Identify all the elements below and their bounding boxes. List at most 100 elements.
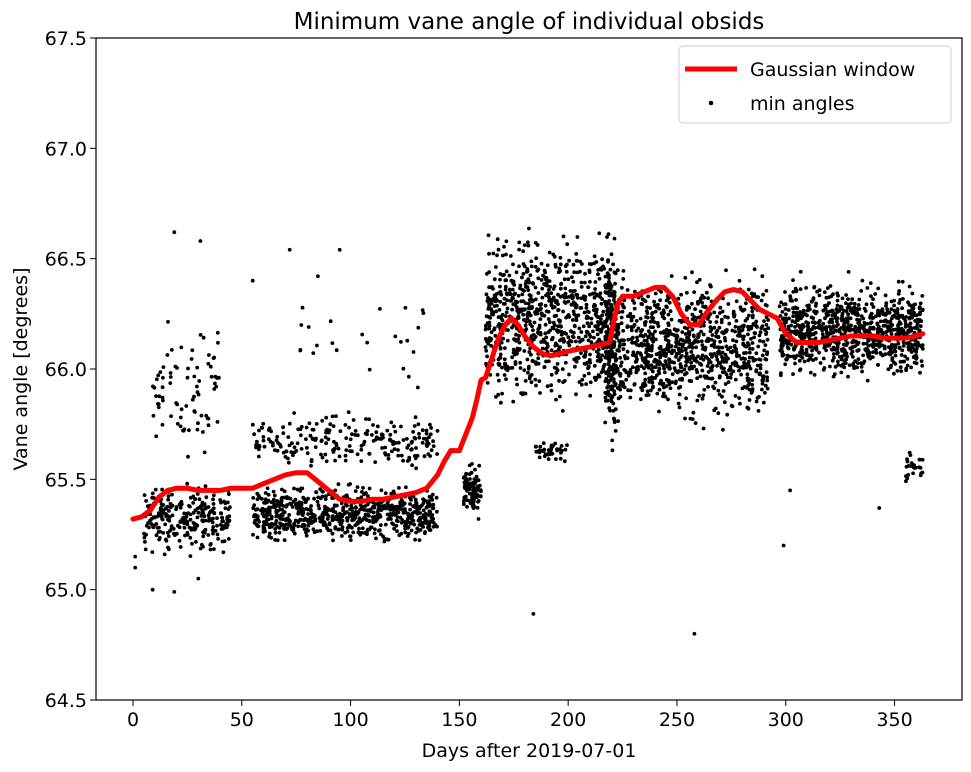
scatter-point xyxy=(556,270,561,275)
scatter-point xyxy=(300,506,305,511)
scatter-point xyxy=(905,363,910,368)
scatter-point xyxy=(720,350,725,355)
gaussian-window-line xyxy=(130,284,926,522)
scatter-point xyxy=(362,492,366,497)
scatter-point xyxy=(733,377,738,382)
scatter-point xyxy=(344,448,349,452)
scatter-point xyxy=(682,367,687,372)
scatter-point xyxy=(726,380,731,384)
scatter-point xyxy=(881,324,886,328)
scatter-point xyxy=(549,372,554,377)
scatter-point xyxy=(675,334,680,339)
scatter-point xyxy=(539,340,544,344)
scatter-point xyxy=(523,379,528,383)
y-axis-label: Vane angle [degrees] xyxy=(10,268,32,471)
scatter-point xyxy=(825,286,830,290)
scatter-point xyxy=(382,536,387,541)
scatter-point xyxy=(836,359,840,364)
scatter-point xyxy=(855,342,860,347)
scatter-point xyxy=(491,286,495,291)
scatter-point xyxy=(275,434,280,439)
scatter-point xyxy=(813,345,818,350)
scatter-point xyxy=(801,351,806,356)
scatter-point xyxy=(721,427,725,432)
scatter-point xyxy=(306,496,310,501)
scatter-point xyxy=(510,365,515,370)
scatter-point xyxy=(201,534,206,539)
scatter-point xyxy=(856,303,861,307)
scatter-point xyxy=(791,314,796,318)
scatter-point xyxy=(703,304,708,309)
scatter-point xyxy=(269,524,274,529)
scatter-point xyxy=(192,409,197,414)
scatter-point xyxy=(783,307,788,311)
scatter-point xyxy=(554,313,559,318)
scatter-point xyxy=(521,272,526,276)
scatter-point xyxy=(187,428,191,433)
scatter-point xyxy=(659,311,664,316)
scatter-point xyxy=(734,319,739,323)
scatter-point xyxy=(725,328,729,332)
scatter-point xyxy=(405,534,410,538)
scatter-point xyxy=(478,494,483,499)
scatter-point xyxy=(299,433,303,438)
scatter-point xyxy=(271,497,276,502)
scatter-point xyxy=(750,309,755,314)
scatter-point xyxy=(409,498,413,502)
scatter-point xyxy=(502,244,506,249)
scatter-point xyxy=(684,396,688,401)
scatter-point xyxy=(726,302,731,306)
scatter-point xyxy=(430,492,435,497)
scatter-point xyxy=(502,373,507,377)
scatter-point xyxy=(567,343,572,348)
scatter-point xyxy=(386,517,390,521)
scatter-point xyxy=(568,289,573,293)
scatter-point xyxy=(909,365,913,370)
scatter-point xyxy=(619,338,624,342)
scatter-point xyxy=(370,433,374,437)
scatter-point xyxy=(750,387,755,391)
scatter-point xyxy=(558,255,563,260)
scatter-point xyxy=(765,337,770,342)
scatter-point xyxy=(579,330,584,334)
scatter-point xyxy=(830,313,835,318)
scatter-point xyxy=(282,489,287,494)
scatter-point xyxy=(821,308,826,313)
scatter-point xyxy=(133,554,138,559)
scatter-point xyxy=(467,487,472,492)
scatter-point xyxy=(908,309,913,314)
scatter-point xyxy=(483,345,488,349)
scatter-point xyxy=(913,338,918,343)
scatter-point xyxy=(602,362,607,367)
scatter-point xyxy=(562,339,567,343)
scatter-point xyxy=(487,320,492,325)
scatter-point xyxy=(330,414,335,419)
scatter-point xyxy=(198,333,203,337)
scatter-point xyxy=(585,330,590,335)
scatter-point xyxy=(722,400,727,405)
scatter-point xyxy=(431,502,436,507)
scatter-point xyxy=(592,254,597,259)
scatter-point xyxy=(879,327,883,332)
scatter-point xyxy=(700,343,705,348)
scatter-point xyxy=(195,427,200,432)
scatter-point xyxy=(628,371,633,375)
scatter-point xyxy=(669,351,674,356)
scatter-point xyxy=(150,495,155,500)
scatter-point xyxy=(584,302,589,307)
scatter-point xyxy=(850,297,855,302)
scatter-point xyxy=(732,314,736,319)
scatter-point xyxy=(632,382,637,386)
scatter-point xyxy=(427,504,432,509)
scatter-point xyxy=(351,513,355,518)
scatter-point xyxy=(486,341,490,346)
scatter-point xyxy=(684,308,689,312)
scatter-point xyxy=(507,366,512,370)
scatter-point xyxy=(216,537,221,541)
scatter-point xyxy=(761,292,765,297)
scatter-point xyxy=(543,283,548,287)
scatter-point xyxy=(405,459,410,463)
scatter-point xyxy=(734,339,739,344)
scatter-point xyxy=(382,539,387,544)
scatter-point xyxy=(765,378,770,383)
